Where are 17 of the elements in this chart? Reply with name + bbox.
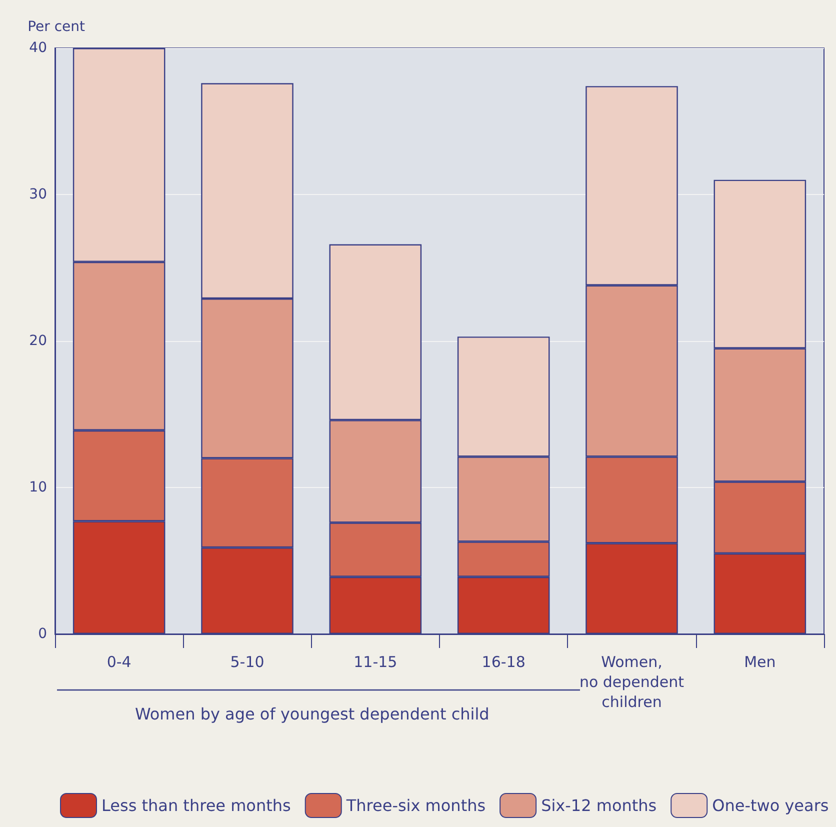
text: Women by age of youngest dependent child (135, 704, 490, 724)
legend-label: Three-six months (345, 796, 486, 815)
y-tick-label: 40 (29, 40, 47, 56)
y-axis-title: Per cent (28, 19, 86, 35)
x-tick-label: Women, no dependent children (579, 653, 684, 711)
x-tick-label: 5-10 (230, 653, 264, 671)
y-tick-label: 0 (38, 626, 47, 642)
legend-label: Less than three months (102, 796, 291, 815)
x-tick-label: Men (744, 653, 776, 671)
y-tick-label: 20 (29, 333, 47, 349)
legend-label: One-two years (712, 796, 829, 815)
x-tick-label: 0-4 (106, 653, 132, 671)
y-tick-label: 30 (29, 186, 47, 202)
legend-label: Six-12 months (541, 796, 657, 815)
x-tick-label: 16-18 (482, 653, 526, 671)
x-tick-label: 11-15 (354, 653, 398, 671)
y-tick-label: 10 (29, 480, 47, 496)
